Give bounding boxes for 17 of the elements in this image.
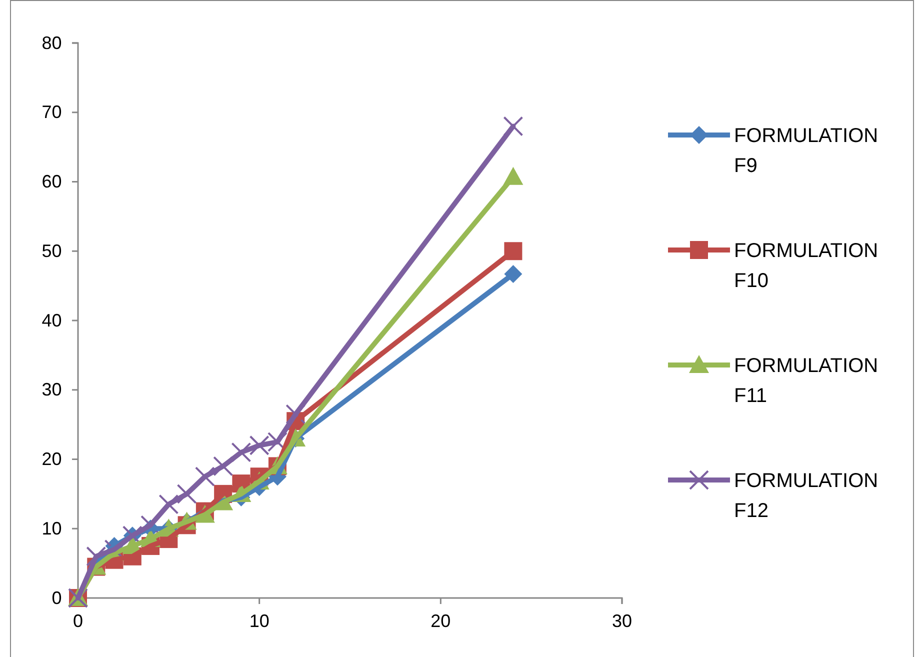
x-tick-label: 10 — [249, 610, 270, 631]
y-tick-label: 20 — [42, 449, 62, 470]
y-tick-label: 70 — [42, 102, 62, 122]
y-tick-label: 80 — [42, 32, 62, 53]
legend-label: FORMULATION F9 — [734, 125, 878, 177]
legend-label: FORMULATION F12 — [734, 470, 878, 522]
x-tick-label: 20 — [430, 610, 451, 631]
y-tick-label: 10 — [42, 518, 62, 538]
x-tick-label: 0 — [72, 610, 84, 631]
y-tick-label: 40 — [42, 310, 62, 330]
legend-label: FORMULATION F10 — [734, 240, 878, 292]
y-tick-label: 0 — [52, 588, 62, 608]
x-tick-label: 30 — [612, 610, 632, 631]
y-tick-label: 50 — [42, 240, 62, 261]
legend-label: FORMULATION F11 — [734, 355, 878, 407]
y-tick-label: 60 — [42, 172, 62, 192]
y-tick-label: 30 — [42, 380, 62, 400]
